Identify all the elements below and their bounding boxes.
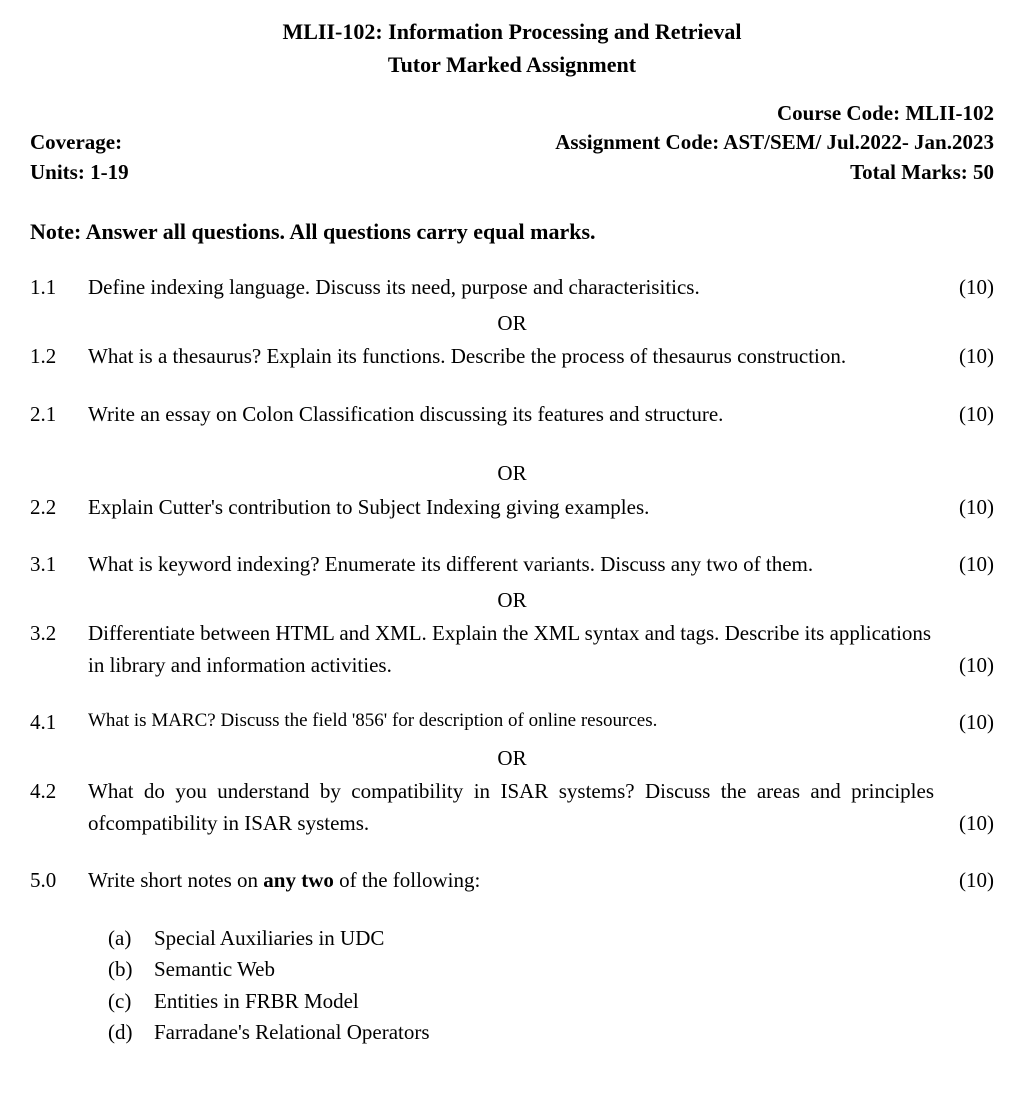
question-1-1: 1.1 Define indexing language. Discuss it… <box>30 272 994 304</box>
question-marks: (10) <box>944 808 994 840</box>
subitem-text: Farradane's Relational Operators <box>154 1017 430 1049</box>
question-number: 4.2 <box>30 776 88 839</box>
question-marks: (10) <box>944 492 994 524</box>
subitem-label: (c) <box>108 986 154 1018</box>
course-code: Course Code: MLII-102 <box>777 99 994 128</box>
question-3-1: 3.1 What is keyword indexing? Enumerate … <box>30 549 994 581</box>
question-text: What is keyword indexing? Enumerate its … <box>88 549 944 581</box>
question-text: What is a thesaurus? Explain its functio… <box>88 341 944 373</box>
question-number: 2.1 <box>30 399 88 431</box>
page-subtitle: Tutor Marked Assignment <box>30 48 994 81</box>
question-number: 4.1 <box>30 707 88 739</box>
q5-text-before: Write short notes on <box>88 868 263 892</box>
question-5-0: 5.0 Write short notes on any two of the … <box>30 865 994 897</box>
question-4-1: 4.1 What is MARC? Discuss the field '856… <box>30 707 994 739</box>
subitem-b: (b) Semantic Web <box>108 954 934 986</box>
or-separator: OR <box>30 458 994 490</box>
q5-text-after: of the following: <box>334 868 480 892</box>
question-text: Define indexing language. Discuss its ne… <box>88 272 944 304</box>
subitem-d: (d) Farradane's Relational Operators <box>108 1017 934 1049</box>
question-number: 3.1 <box>30 549 88 581</box>
meta-row-3: Units: 1-19 Total Marks: 50 <box>30 158 994 187</box>
question-number: 5.0 <box>30 865 88 897</box>
subitem-text: Semantic Web <box>154 954 275 986</box>
spacer <box>944 923 994 1049</box>
subitem-label: (a) <box>108 923 154 955</box>
subitem-label: (d) <box>108 1017 154 1049</box>
subitems-container: (a) Special Auxiliaries in UDC (b) Seman… <box>88 923 944 1049</box>
question-marks: (10) <box>944 865 994 897</box>
question-marks: (10) <box>944 341 994 373</box>
question-marks: (10) <box>944 549 994 581</box>
instruction-note: Note: Answer all questions. All question… <box>30 215 994 248</box>
question-number: 3.2 <box>30 618 88 681</box>
or-separator: OR <box>30 308 994 340</box>
meta-row-1: Course Code: MLII-102 <box>30 99 994 128</box>
subitem-label: (b) <box>108 954 154 986</box>
question-marks: (10) <box>944 272 994 304</box>
q5-subitems: (a) Special Auxiliaries in UDC (b) Seman… <box>30 923 994 1049</box>
question-number: 2.2 <box>30 492 88 524</box>
question-marks: (10) <box>944 650 994 682</box>
subitem-text: Entities in FRBR Model <box>154 986 359 1018</box>
question-text: What is MARC? Discuss the field '856' fo… <box>88 707 944 739</box>
question-4-2: 4.2 What do you understand by compatibil… <box>30 776 994 839</box>
subitem-text: Special Auxiliaries in UDC <box>154 923 384 955</box>
question-text: Differentiate between HTML and XML. Expl… <box>88 618 944 681</box>
question-3-2: 3.2 Differentiate between HTML and XML. … <box>30 618 994 681</box>
assignment-code: Assignment Code: AST/SEM/ Jul.2022- Jan.… <box>555 128 994 157</box>
question-marks: (10) <box>944 707 994 739</box>
subitem-c: (c) Entities in FRBR Model <box>108 986 934 1018</box>
question-2-1: 2.1 Write an essay on Colon Classificati… <box>30 399 994 431</box>
or-separator: OR <box>30 585 994 617</box>
subitem-a: (a) Special Auxiliaries in UDC <box>108 923 934 955</box>
question-2-2: 2.2 Explain Cutter's contribution to Sub… <box>30 492 994 524</box>
coverage-label: Coverage: <box>30 128 122 157</box>
page-title: MLII-102: Information Processing and Ret… <box>30 15 994 48</box>
question-number: 1.2 <box>30 341 88 373</box>
spacer <box>30 923 88 1049</box>
question-number: 1.1 <box>30 272 88 304</box>
question-marks: (10) <box>944 399 994 431</box>
question-1-2: 1.2 What is a thesaurus? Explain its fun… <box>30 341 994 373</box>
units-label: Units: 1-19 <box>30 158 129 187</box>
q5-text-bold: any two <box>263 868 334 892</box>
question-text-line: What is a thesaurus? Explain its functio… <box>88 341 934 373</box>
meta-row-2: Coverage: Assignment Code: AST/SEM/ Jul.… <box>30 128 994 157</box>
question-text: What do you understand by compatibility … <box>88 776 944 839</box>
question-text: Write short notes on any two of the foll… <box>88 865 944 897</box>
or-separator: OR <box>30 743 994 775</box>
total-marks: Total Marks: 50 <box>850 158 994 187</box>
question-text: Write an essay on Colon Classification d… <box>88 399 944 431</box>
question-text: Explain Cutter's contribution to Subject… <box>88 492 944 524</box>
